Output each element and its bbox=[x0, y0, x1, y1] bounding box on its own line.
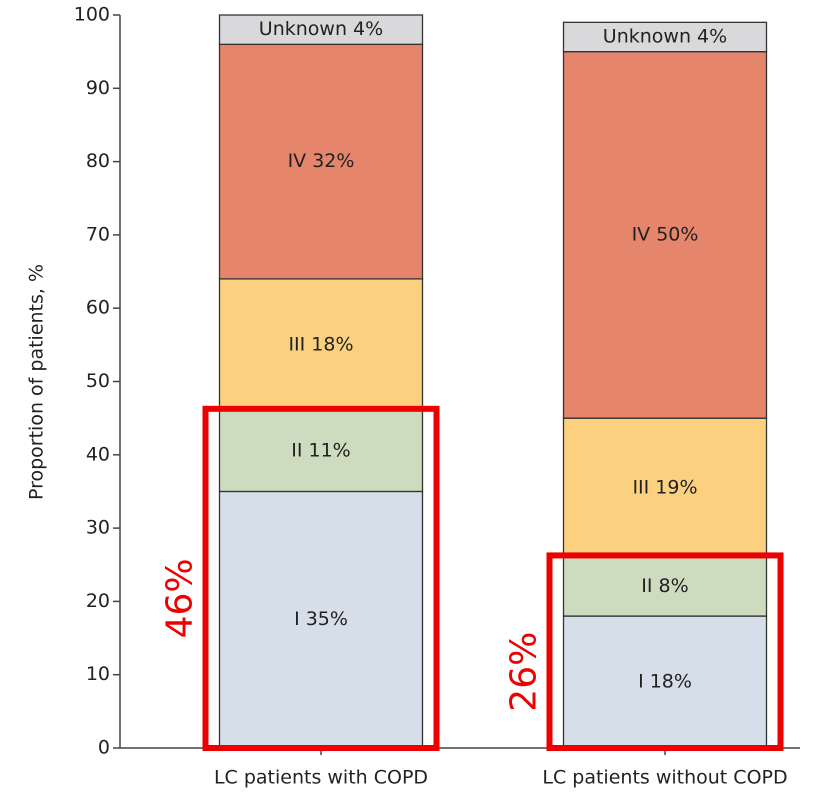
y-tick-label: 80 bbox=[86, 150, 110, 172]
bar-segment bbox=[218, 278, 424, 412]
y-tick-label: 100 bbox=[74, 4, 110, 26]
bar-segment bbox=[562, 21, 768, 53]
bar-segment bbox=[218, 490, 424, 749]
segment-label: III 19% bbox=[632, 476, 697, 498]
highlight-box bbox=[202, 405, 440, 751]
annotation: 26% bbox=[504, 632, 545, 712]
segment-label: II 11% bbox=[291, 440, 350, 462]
x-tick-label: LC patients without COPD bbox=[542, 767, 787, 789]
segment-label: II 8% bbox=[641, 575, 688, 597]
y-tick-label: 60 bbox=[86, 297, 110, 319]
bar-segment bbox=[218, 410, 424, 493]
segment-label: III 18% bbox=[288, 333, 353, 355]
x-tick-label: LC patients with COPD bbox=[214, 767, 428, 789]
bar-segment bbox=[562, 51, 768, 419]
segment-label: I 35% bbox=[294, 608, 348, 630]
highlight-box bbox=[546, 552, 784, 751]
bar-segment bbox=[562, 615, 768, 749]
segment-label: Unknown 4% bbox=[259, 18, 383, 40]
segment-label: IV 32% bbox=[288, 150, 355, 172]
y-tick-label: 70 bbox=[86, 223, 110, 245]
y-tick-label: 20 bbox=[86, 590, 110, 612]
y-tick-label: 90 bbox=[86, 77, 110, 99]
segment-label: IV 50% bbox=[632, 223, 699, 245]
bar-segment bbox=[218, 14, 424, 45]
y-axis-label: Proportion of patients, % bbox=[26, 264, 48, 500]
y-tick-label: 50 bbox=[86, 370, 110, 392]
y-tick-label: 40 bbox=[86, 443, 110, 465]
y-tick-label: 0 bbox=[98, 737, 110, 759]
bar-segment bbox=[218, 43, 424, 280]
segment-label: I 18% bbox=[638, 671, 692, 693]
y-tick-label: 30 bbox=[86, 517, 110, 539]
segment-label: Unknown 4% bbox=[603, 25, 727, 47]
y-tick-label: 10 bbox=[86, 663, 110, 685]
bar-segment bbox=[562, 417, 768, 559]
annotation: 46% bbox=[160, 558, 201, 638]
